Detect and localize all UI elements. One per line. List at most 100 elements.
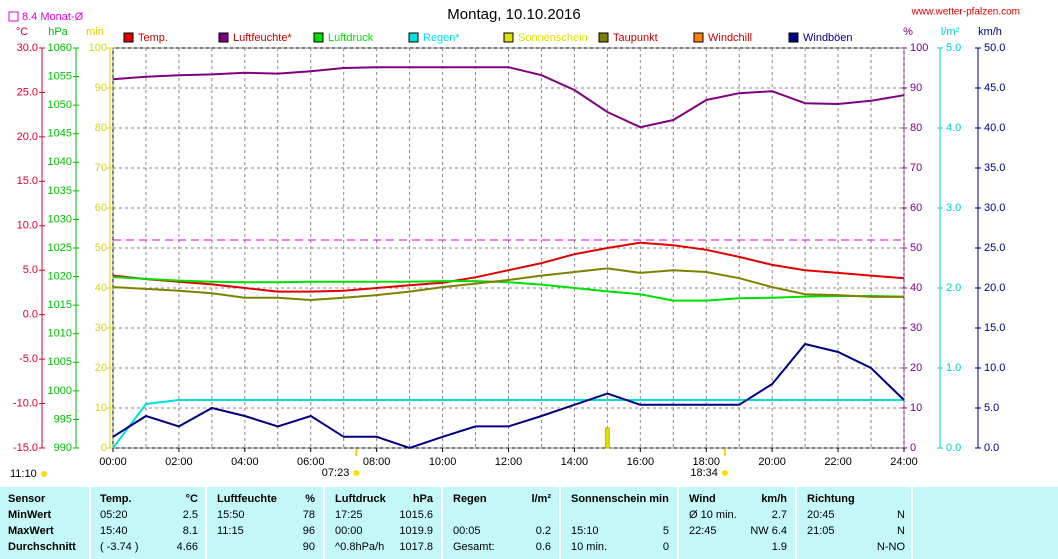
y-tick-label: 50 [910, 242, 922, 254]
table-cell: °C [186, 493, 198, 505]
y-tick-label: 0.0 [984, 442, 999, 454]
y-tick-label: 25.0 [17, 86, 38, 98]
table-cell: 10 min. [571, 541, 607, 553]
sun-event-label: 07:23 [322, 467, 350, 479]
table-cell: MinWert [8, 509, 52, 521]
table-cell: 2.7 [772, 509, 787, 521]
legend-swatch [408, 32, 419, 43]
y-tick-label: 80 [95, 122, 107, 134]
table-cell: 15:10 [571, 525, 599, 537]
table-cell: Richtung [807, 493, 855, 505]
y-tick-label: 60 [910, 202, 922, 214]
y-tick-label: 1020 [48, 270, 72, 282]
monthly-avg-icon [8, 11, 19, 22]
y-tick-label: 30.0 [984, 202, 1005, 214]
y-tick-label: 20 [910, 362, 922, 374]
table-cell: 1015.6 [399, 509, 433, 521]
y-tick-label: 1.0 [946, 362, 961, 374]
y-tick-label: 30 [95, 322, 107, 334]
y-tick-label: 995 [54, 413, 72, 425]
table-cell: hPa [413, 493, 434, 505]
x-tick-label: 08:00 [363, 456, 391, 468]
legend-swatch [503, 32, 514, 43]
table-cell: N-NO [877, 541, 906, 553]
legend-label: Windchill [708, 32, 752, 44]
table-cell: N [897, 525, 905, 537]
legend-label: Taupunkt [613, 32, 658, 44]
x-tick-label: 06:00 [297, 456, 325, 468]
table-cell: 0.6 [536, 541, 551, 553]
y-tick-label: -5.0 [19, 353, 38, 365]
table-cell: 1017.8 [399, 541, 433, 553]
y-tick-label: 40 [95, 282, 107, 294]
table-cell: 1.9 [772, 541, 787, 553]
y-tick-label: 990 [54, 442, 72, 454]
axis-unit: °C [16, 26, 28, 38]
table-cell: 4.66 [177, 541, 198, 553]
sunshine-bar [604, 427, 610, 449]
y-tick-label: 100 [910, 42, 928, 54]
table-cell: 17:25 [335, 509, 363, 521]
table-cell: Regen [453, 493, 487, 505]
y-tick-label: 3.0 [946, 202, 961, 214]
y-tick-label: 1055 [48, 70, 72, 82]
table-cell: l/m² [531, 493, 551, 505]
table-cell: 22:45 [689, 525, 717, 537]
y-tick-label: 0 [910, 442, 916, 454]
x-tick-label: 02:00 [165, 456, 193, 468]
table-cell: 20:45 [807, 509, 835, 521]
y-tick-label: 15.0 [17, 175, 38, 187]
table-cell: % [305, 493, 315, 505]
sun-icon [353, 470, 360, 476]
y-tick-label: 90 [910, 82, 922, 94]
y-tick-label: 30 [910, 322, 922, 334]
y-tick-label: 1010 [48, 328, 72, 340]
table-cell: ^0.8hPa/h [335, 541, 384, 553]
x-tick-label: 18:00 [692, 456, 720, 468]
legend-label: Temp. [138, 32, 168, 44]
y-tick-label: 35.0 [984, 162, 1005, 174]
series-line [112, 342, 905, 450]
y-tick-label: 10.0 [17, 220, 38, 232]
y-tick-label: 20 [95, 362, 107, 374]
x-tick-label: 16:00 [627, 456, 655, 468]
y-tick-label: 50.0 [984, 42, 1005, 54]
y-tick-label: 90 [95, 82, 107, 94]
legend-label: Luftdruck [328, 32, 374, 44]
axis-unit: hPa [48, 26, 68, 38]
legend-label: Regen* [423, 32, 460, 44]
legend-label: Luftfeuchte* [233, 32, 292, 44]
chart-title: Montag, 10.10.2016 [447, 6, 580, 23]
y-tick-label: 50 [95, 242, 107, 254]
day-length: 11:10 [10, 468, 37, 480]
axis-unit: l/m² [941, 26, 960, 38]
table-cell: 1019.9 [399, 525, 433, 537]
y-tick-label: 2.0 [946, 282, 961, 294]
series-line [112, 241, 905, 293]
table-cell: 00:05 [453, 525, 481, 537]
y-tick-label: 20.0 [17, 131, 38, 143]
sun-event-label: 18:34 [690, 467, 718, 479]
legend-label: Sonnenschein [518, 32, 588, 44]
x-tick-label: 14:00 [561, 456, 589, 468]
legend-swatch [598, 32, 609, 43]
table-cell: 05:20 [100, 509, 128, 521]
y-tick-label: 1000 [48, 385, 72, 397]
y-tick-label: 0.0 [23, 309, 38, 321]
y-tick-label: 10.0 [984, 362, 1005, 374]
series-line [112, 399, 904, 449]
y-tick-label: 40.0 [984, 122, 1005, 134]
axis-unit: min [86, 26, 104, 38]
y-tick-label: 60 [95, 202, 107, 214]
y-tick-label: 25.0 [984, 242, 1005, 254]
table-cell: km/h [761, 493, 787, 505]
table-cell: Wind [689, 493, 716, 505]
table-cell: NW 6.4 [750, 525, 787, 537]
series-line [112, 66, 905, 129]
y-tick-label: 15.0 [984, 322, 1005, 334]
sun-icon [721, 470, 728, 476]
y-tick-label: 70 [910, 162, 922, 174]
table-cell: 21:05 [807, 525, 835, 537]
series-line [112, 276, 905, 302]
y-tick-label: 1015 [48, 299, 72, 311]
